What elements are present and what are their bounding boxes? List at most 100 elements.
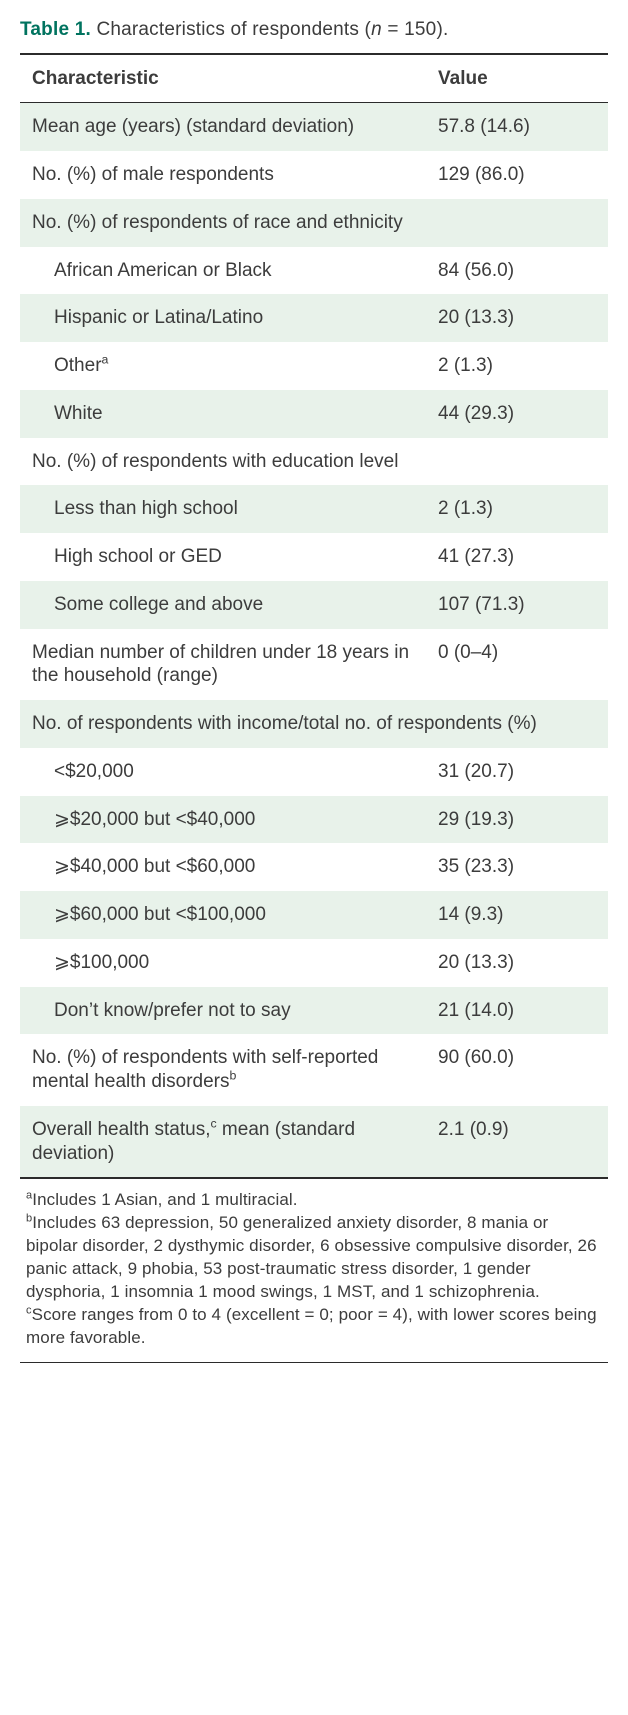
row-label: No. (%) of respondents with self-reporte… <box>20 1034 426 1106</box>
col-header-characteristic: Characteristic <box>20 54 426 103</box>
row-label: No. of respondents with income/total no.… <box>20 700 608 748</box>
row-label: African American or Black <box>20 247 426 295</box>
table-row: Median number of children under 18 years… <box>20 629 608 701</box>
row-label: Median number of children under 18 years… <box>20 629 426 701</box>
table-footnotes: aIncludes 1 Asian, and 1 multiracial.bIn… <box>20 1179 608 1363</box>
row-label: ⩾$20,000 but <$40,000 <box>20 796 426 844</box>
row-value: 84 (56.0) <box>426 247 608 295</box>
row-label-text: Other <box>54 355 102 376</box>
row-label-text: ⩾$60,000 but <$100,000 <box>54 904 266 925</box>
table-row: Hispanic or Latina/Latino 20 (13.3) <box>20 294 608 342</box>
row-value: 0 (0–4) <box>426 629 608 701</box>
table-row: African American or Black 84 (56.0) <box>20 247 608 295</box>
table-row: ⩾$20,000 but <$40,000 29 (19.3) <box>20 796 608 844</box>
table-body: Mean age (years) (standard deviation)57.… <box>20 103 608 1179</box>
row-value: 57.8 (14.6) <box>426 103 608 151</box>
table-row: ⩾$100,000 20 (13.3) <box>20 939 608 987</box>
row-label-text: Median number of children under 18 years… <box>32 642 409 687</box>
row-label-text: No. (%) of male respondents <box>32 164 274 185</box>
row-label: White <box>20 390 426 438</box>
row-label: Hispanic or Latina/Latino <box>20 294 426 342</box>
row-superscript: b <box>230 1069 237 1083</box>
row-label: No. (%) of male respondents <box>20 151 426 199</box>
table-row: Othera2 (1.3) <box>20 342 608 390</box>
row-label: No. (%) of respondents with education le… <box>20 438 426 486</box>
col-header-value: Value <box>426 54 608 103</box>
table-row: Mean age (years) (standard deviation)57.… <box>20 103 608 151</box>
row-label: ⩾$100,000 <box>20 939 426 987</box>
row-label-text: African American or Black <box>54 260 272 281</box>
row-label-text: No. (%) of respondents with education le… <box>32 451 398 472</box>
table-header-row: Characteristic Value <box>20 54 608 103</box>
row-label-text: High school or GED <box>54 546 222 567</box>
table-row: ⩾$40,000 but <$60,000 35 (23.3) <box>20 843 608 891</box>
row-value: 29 (19.3) <box>426 796 608 844</box>
row-value: 20 (13.3) <box>426 939 608 987</box>
row-value: 35 (23.3) <box>426 843 608 891</box>
row-value: 2 (1.3) <box>426 485 608 533</box>
row-value: 2.1 (0.9) <box>426 1106 608 1179</box>
row-label-text: ⩾$20,000 but <$40,000 <box>54 809 255 830</box>
table-row: High school or GED 41 (27.3) <box>20 533 608 581</box>
row-superscript: a <box>102 353 109 367</box>
row-value: 14 (9.3) <box>426 891 608 939</box>
caption-n-letter: n <box>371 19 382 40</box>
row-value: 90 (60.0) <box>426 1034 608 1106</box>
table-row: ⩾$60,000 but <$100,000 14 (9.3) <box>20 891 608 939</box>
row-label: <$20,000 <box>20 748 426 796</box>
table-row: No. (%) of respondents with self-reporte… <box>20 1034 608 1106</box>
row-label-text: Less than high school <box>54 498 238 519</box>
caption-n-value: 150 <box>404 19 436 40</box>
row-label-text: No. (%) of respondents of race and ethni… <box>32 212 403 233</box>
row-label: Less than high school <box>20 485 426 533</box>
row-label: High school or GED <box>20 533 426 581</box>
row-label-text: White <box>54 403 103 424</box>
row-value: 2 (1.3) <box>426 342 608 390</box>
row-label: Mean age (years) (standard deviation) <box>20 103 426 151</box>
table-figure: Table 1. Characteristics of respondents … <box>0 0 628 1383</box>
characteristics-table: Characteristic Value Mean age (years) (s… <box>20 53 608 1180</box>
footnote: cScore ranges from 0 to 4 (excellent = 0… <box>26 1304 602 1350</box>
row-label: Don’t know/prefer not to say <box>20 987 426 1035</box>
footnote: aIncludes 1 Asian, and 1 multiracial. <box>26 1189 602 1212</box>
row-label-text: Some college and above <box>54 594 263 615</box>
row-label-text: No. (%) of respondents with self-reporte… <box>32 1047 378 1092</box>
row-value <box>426 199 608 247</box>
table-label: Table 1. <box>20 19 91 40</box>
table-caption: Table 1. Characteristics of respondents … <box>20 18 608 43</box>
table-row: No. (%) of male respondents 129 (86.0) <box>20 151 608 199</box>
table-row: No. (%) of respondents with education le… <box>20 438 608 486</box>
row-value: 107 (71.3) <box>426 581 608 629</box>
caption-text-prefix: Characteristics of respondents ( <box>96 19 371 40</box>
table-row: Don’t know/prefer not to say21 (14.0) <box>20 987 608 1035</box>
row-label-text: <$20,000 <box>54 761 134 782</box>
row-label: Some college and above <box>20 581 426 629</box>
footnote-text: Score ranges from 0 to 4 (excellent = 0;… <box>26 1305 597 1347</box>
row-value: 41 (27.3) <box>426 533 608 581</box>
row-label: ⩾$40,000 but <$60,000 <box>20 843 426 891</box>
table-row: Some college and above 107 (71.3) <box>20 581 608 629</box>
row-label-text: Don’t know/prefer not to say <box>54 1000 291 1021</box>
row-value: 31 (20.7) <box>426 748 608 796</box>
table-row: Less than high school 2 (1.3) <box>20 485 608 533</box>
row-label-text: ⩾$100,000 <box>54 952 149 973</box>
row-label-text: Hispanic or Latina/Latino <box>54 307 263 328</box>
row-label-text: ⩾$40,000 but <$60,000 <box>54 856 255 877</box>
caption-close: ). <box>436 19 448 40</box>
row-label: Othera <box>20 342 426 390</box>
table-row: No. (%) of respondents of race and ethni… <box>20 199 608 247</box>
caption-equals: = <box>382 19 404 40</box>
table-row: Overall health status,c mean (standard d… <box>20 1106 608 1179</box>
footnote-text: Includes 1 Asian, and 1 multiracial. <box>32 1190 297 1209</box>
row-label-text: Overall health status, <box>32 1119 210 1140</box>
row-label: Overall health status,c mean (standard d… <box>20 1106 426 1179</box>
row-value: 20 (13.3) <box>426 294 608 342</box>
row-value: 129 (86.0) <box>426 151 608 199</box>
row-value <box>426 438 608 486</box>
footnote-text: Includes 63 depression, 50 generalized a… <box>26 1213 597 1301</box>
table-row: White 44 (29.3) <box>20 390 608 438</box>
row-label: No. (%) of respondents of race and ethni… <box>20 199 426 247</box>
footnote: bIncludes 63 depression, 50 generalized … <box>26 1212 602 1304</box>
row-label: ⩾$60,000 but <$100,000 <box>20 891 426 939</box>
row-value: 44 (29.3) <box>426 390 608 438</box>
